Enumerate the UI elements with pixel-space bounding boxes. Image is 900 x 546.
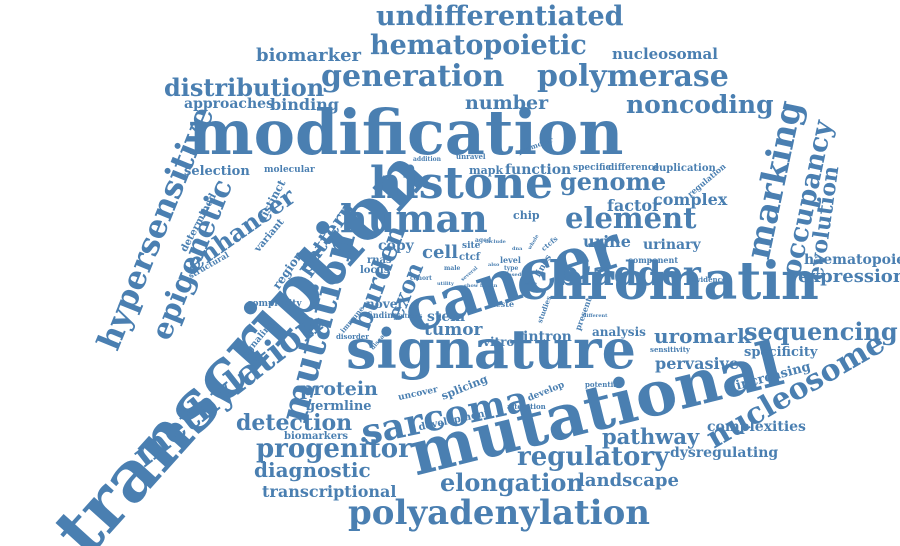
- word-difference: difference: [608, 163, 660, 173]
- word-potential: potential: [585, 380, 621, 389]
- word-transcriptional: transcriptional: [262, 482, 397, 501]
- word-complex: complex: [653, 190, 728, 209]
- word-bladder: bladder: [555, 254, 701, 294]
- word-cohort: cohort: [410, 275, 432, 282]
- word-wide: wide: [524, 281, 537, 287]
- word-modification: modification: [188, 96, 624, 169]
- word-tumor: tumor: [424, 320, 483, 340]
- word-detection: detection: [236, 410, 353, 436]
- word-unravel: unravel: [456, 152, 486, 161]
- word-diagnostic: diagnostic: [254, 458, 371, 482]
- word-undifferentiated: undifferentiated: [376, 1, 624, 32]
- word-chromatin: chromatin: [517, 251, 819, 312]
- word-evidence: evidence: [692, 275, 727, 284]
- word-germline: germline: [306, 399, 372, 414]
- word-distribution: distribution: [164, 73, 325, 102]
- word-genome: genome: [560, 167, 667, 196]
- word-dna: dna: [512, 246, 523, 252]
- word-type: type: [504, 265, 519, 272]
- word-blastn: blastn: [480, 283, 498, 289]
- word-pervasive: pervasive: [655, 354, 740, 373]
- word-alteration: alteration: [507, 402, 546, 411]
- word-mapk: mapk: [469, 164, 504, 177]
- word-landscape: landscape: [578, 470, 679, 491]
- word-generation: generation: [321, 59, 505, 94]
- word-biomarker: biomarker: [256, 45, 362, 66]
- word-novel: novel: [366, 297, 402, 311]
- word-progenitor: progenitor: [256, 434, 412, 464]
- word-factor: factor: [607, 196, 661, 215]
- word-selection: selection: [184, 164, 250, 179]
- word-pathway: pathway: [602, 424, 700, 449]
- word-locus: locus: [360, 265, 390, 276]
- word-rnas: rnas: [367, 255, 392, 266]
- word-male: male: [444, 265, 461, 272]
- word-chip: chip: [513, 209, 540, 222]
- word-cell: cell: [422, 242, 459, 263]
- word-human: human: [340, 196, 488, 241]
- word-introns: introns: [398, 313, 423, 320]
- word-intron: intron: [523, 329, 572, 345]
- word-dysregulating: dysregulating: [670, 445, 779, 461]
- word-element: element: [565, 201, 697, 235]
- word-stem: stem: [427, 309, 466, 325]
- word-complexity: complexity: [247, 299, 302, 309]
- word-different: different: [583, 313, 608, 319]
- word-analysis: analysis: [592, 325, 646, 339]
- word-vitro: vitro: [483, 335, 515, 349]
- word-site: site: [462, 241, 481, 251]
- word-component: component: [628, 255, 679, 265]
- word-utility: utility: [437, 281, 454, 287]
- word-show: show: [464, 283, 479, 289]
- word-specificity: specificity: [744, 345, 818, 360]
- word-duplication: duplication: [652, 163, 716, 174]
- word-include: include: [485, 239, 506, 245]
- word-urinary: urinary: [643, 237, 701, 253]
- word-level: level: [500, 255, 521, 265]
- word-noncoding: noncoding: [626, 90, 774, 119]
- word-complexities: complexities: [707, 419, 806, 435]
- word-nucleosomal: nucleosomal: [612, 45, 718, 63]
- word-urine: urine: [583, 232, 631, 251]
- word-copy: copy: [378, 238, 414, 254]
- word-molecular: molecular: [264, 165, 315, 175]
- word-polymerase: polymerase: [537, 59, 729, 94]
- word-uromark: uromark: [654, 324, 751, 348]
- word-aged: aged: [475, 237, 492, 244]
- word-also: also: [488, 262, 500, 268]
- word-addition: addition: [413, 156, 441, 163]
- word-haematopoietic: haematopoietic: [804, 252, 900, 268]
- word-expression: expression: [798, 266, 900, 287]
- word-finding: finding: [367, 310, 399, 320]
- word-binding: binding: [270, 95, 339, 114]
- word-sensitivity: sensitivity: [650, 345, 691, 354]
- word-based: based: [505, 272, 522, 278]
- word-biomarkers: biomarkers: [284, 431, 348, 442]
- word-disorder: disorder: [336, 332, 369, 341]
- word-teste: teste: [492, 299, 515, 309]
- word-number: number: [465, 92, 549, 114]
- word-sequencing: sequencing: [744, 317, 898, 346]
- word-ctcf: ctcf: [459, 252, 481, 263]
- word-specific: specific: [573, 163, 612, 173]
- word-approaches: approaches: [184, 96, 274, 112]
- word-signature: signature: [346, 317, 636, 381]
- word-histone: histone: [370, 158, 554, 209]
- word-elongation: elongation: [440, 468, 584, 497]
- word-regulatory: regulatory: [517, 442, 670, 472]
- word-function: function: [505, 162, 572, 178]
- word-polyadenylation: polyadenylation: [348, 493, 650, 533]
- word-protein: protein: [300, 378, 378, 400]
- word-hematopoietic: hematopoietic: [370, 30, 587, 61]
